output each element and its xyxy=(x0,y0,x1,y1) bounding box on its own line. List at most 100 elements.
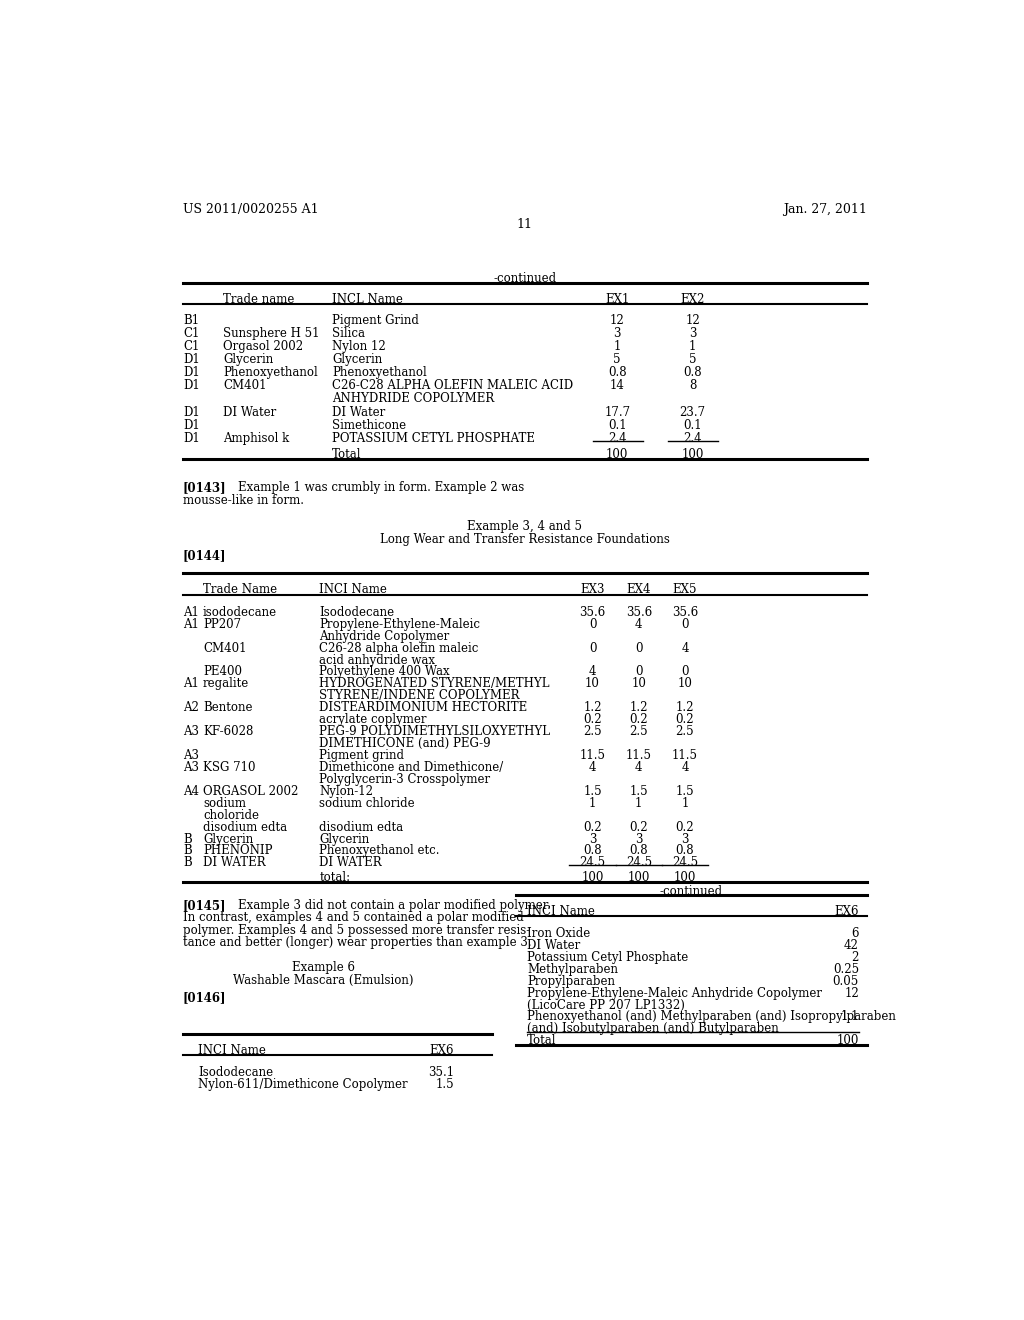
Text: 0: 0 xyxy=(681,618,689,631)
Text: 100: 100 xyxy=(582,871,604,883)
Text: Total: Total xyxy=(333,447,361,461)
Text: Long Wear and Transfer Resistance Foundations: Long Wear and Transfer Resistance Founda… xyxy=(380,533,670,545)
Text: 0: 0 xyxy=(681,665,689,678)
Text: 0.1: 0.1 xyxy=(608,418,627,432)
Text: 1.5: 1.5 xyxy=(630,785,648,797)
Text: DISTEARDIMONIUM HECTORITE: DISTEARDIMONIUM HECTORITE xyxy=(319,701,527,714)
Text: Potassium Cetyl Phosphate: Potassium Cetyl Phosphate xyxy=(527,950,688,964)
Text: 12: 12 xyxy=(610,314,625,327)
Text: 1.2: 1.2 xyxy=(584,701,602,714)
Text: A3: A3 xyxy=(183,760,199,774)
Text: [0143]: [0143] xyxy=(183,480,226,494)
Text: 0: 0 xyxy=(589,642,596,655)
Text: 0.2: 0.2 xyxy=(584,821,602,834)
Text: Pigment grind: Pigment grind xyxy=(319,748,404,762)
Text: [0145]: [0145] xyxy=(183,899,226,912)
Text: 1.5: 1.5 xyxy=(584,785,602,797)
Text: STYRENE/INDENE COPOLYMER: STYRENE/INDENE COPOLYMER xyxy=(319,689,520,702)
Text: 1: 1 xyxy=(635,797,642,809)
Text: Simethicone: Simethicone xyxy=(333,418,407,432)
Text: Washable Mascara (Emulsion): Washable Mascara (Emulsion) xyxy=(232,974,414,987)
Text: 4: 4 xyxy=(635,760,642,774)
Text: DI Water: DI Water xyxy=(223,405,276,418)
Text: 0: 0 xyxy=(635,642,642,655)
Text: Example 6: Example 6 xyxy=(292,961,354,974)
Text: 0.2: 0.2 xyxy=(584,713,602,726)
Text: 2.4: 2.4 xyxy=(608,432,627,445)
Text: Propylene-Ethylene-Maleic Anhydride Copolymer: Propylene-Ethylene-Maleic Anhydride Copo… xyxy=(527,986,822,999)
Text: PEG-9 POLYDIMETHYLSILOXYETHYL: PEG-9 POLYDIMETHYLSILOXYETHYL xyxy=(319,725,550,738)
Text: A3: A3 xyxy=(183,748,199,762)
Text: 4: 4 xyxy=(589,760,596,774)
Text: 35.6: 35.6 xyxy=(580,606,605,619)
Text: Phenoxyethanol (and) Methylparaben (and) Isopropylparaben: Phenoxyethanol (and) Methylparaben (and)… xyxy=(527,1010,896,1023)
Text: Isododecane: Isododecane xyxy=(199,1067,273,1080)
Text: [0144]: [0144] xyxy=(183,549,226,562)
Text: Amphisol k: Amphisol k xyxy=(223,432,289,445)
Text: A1: A1 xyxy=(183,677,199,690)
Text: 2.5: 2.5 xyxy=(630,725,648,738)
Text: CM401: CM401 xyxy=(203,642,247,655)
Text: 1.1: 1.1 xyxy=(841,1010,859,1023)
Text: EX1: EX1 xyxy=(605,293,630,306)
Text: 23.7: 23.7 xyxy=(680,405,706,418)
Text: A3: A3 xyxy=(183,725,199,738)
Text: DI WATER: DI WATER xyxy=(203,857,265,870)
Text: Example 3 did not contain a polar modified polymer.: Example 3 did not contain a polar modifi… xyxy=(239,899,551,912)
Text: C26-C28 ALPHA OLEFIN MALEIC ACID: C26-C28 ALPHA OLEFIN MALEIC ACID xyxy=(333,379,573,392)
Text: disodium edta: disodium edta xyxy=(203,821,287,834)
Text: Total: Total xyxy=(527,1035,557,1047)
Text: A2: A2 xyxy=(183,701,199,714)
Text: 0.2: 0.2 xyxy=(676,821,694,834)
Text: A1: A1 xyxy=(183,606,199,619)
Text: DI Water: DI Water xyxy=(333,405,386,418)
Text: KF-6028: KF-6028 xyxy=(203,725,253,738)
Text: Anhydride Copolymer: Anhydride Copolymer xyxy=(319,630,450,643)
Text: 35.1: 35.1 xyxy=(428,1067,454,1080)
Text: Phenoxyethanol etc.: Phenoxyethanol etc. xyxy=(319,845,439,858)
Text: 0: 0 xyxy=(635,665,642,678)
Text: 1.5: 1.5 xyxy=(676,785,694,797)
Text: HYDROGENATED STYRENE/METHYL: HYDROGENATED STYRENE/METHYL xyxy=(319,677,550,690)
Text: 3: 3 xyxy=(589,833,596,846)
Text: PP207: PP207 xyxy=(203,618,241,631)
Text: D1: D1 xyxy=(183,367,200,379)
Text: B: B xyxy=(183,833,191,846)
Text: D1: D1 xyxy=(183,379,200,392)
Text: acrylate coplymer: acrylate coplymer xyxy=(319,713,427,726)
Text: 0: 0 xyxy=(589,618,596,631)
Text: 1: 1 xyxy=(589,797,596,809)
Text: 11: 11 xyxy=(517,218,532,231)
Text: 0.2: 0.2 xyxy=(630,713,648,726)
Text: 3: 3 xyxy=(635,833,642,846)
Text: (LicoCare PP 207 LP1332): (LicoCare PP 207 LP1332) xyxy=(527,998,685,1011)
Text: 11.5: 11.5 xyxy=(626,748,651,762)
Text: 4: 4 xyxy=(681,760,689,774)
Text: 35.6: 35.6 xyxy=(672,606,698,619)
Text: EX6: EX6 xyxy=(835,906,859,919)
Text: D1: D1 xyxy=(183,405,200,418)
Text: Isododecane: Isododecane xyxy=(319,606,394,619)
Text: 3: 3 xyxy=(613,327,621,341)
Text: 0.8: 0.8 xyxy=(676,845,694,858)
Text: 0.8: 0.8 xyxy=(584,845,602,858)
Text: C1: C1 xyxy=(183,341,200,354)
Text: 100: 100 xyxy=(674,871,696,883)
Text: INCI Name: INCI Name xyxy=(319,583,387,597)
Text: 0.8: 0.8 xyxy=(630,845,648,858)
Text: 1.2: 1.2 xyxy=(676,701,694,714)
Text: 10: 10 xyxy=(585,677,600,690)
Text: Bentone: Bentone xyxy=(203,701,253,714)
Text: D1: D1 xyxy=(183,418,200,432)
Text: mousse-like in form.: mousse-like in form. xyxy=(183,494,304,507)
Text: Sunsphere H 51: Sunsphere H 51 xyxy=(223,327,319,341)
Text: DI WATER: DI WATER xyxy=(319,857,382,870)
Text: sodium: sodium xyxy=(203,797,246,809)
Text: 24.5: 24.5 xyxy=(672,857,698,870)
Text: choloride: choloride xyxy=(203,809,259,821)
Text: Polyglycerin-3 Crosspolymer: Polyglycerin-3 Crosspolymer xyxy=(319,774,490,785)
Text: Silica: Silica xyxy=(333,327,366,341)
Text: 0.05: 0.05 xyxy=(833,974,859,987)
Text: 14: 14 xyxy=(609,379,625,392)
Text: 0.2: 0.2 xyxy=(676,713,694,726)
